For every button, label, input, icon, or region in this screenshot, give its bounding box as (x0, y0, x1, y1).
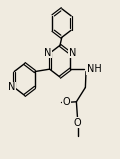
Text: N: N (44, 48, 51, 58)
Text: N: N (8, 83, 16, 92)
Text: O: O (74, 118, 81, 128)
Text: O: O (63, 97, 71, 107)
Text: NH: NH (87, 64, 102, 74)
Text: N: N (69, 48, 76, 58)
